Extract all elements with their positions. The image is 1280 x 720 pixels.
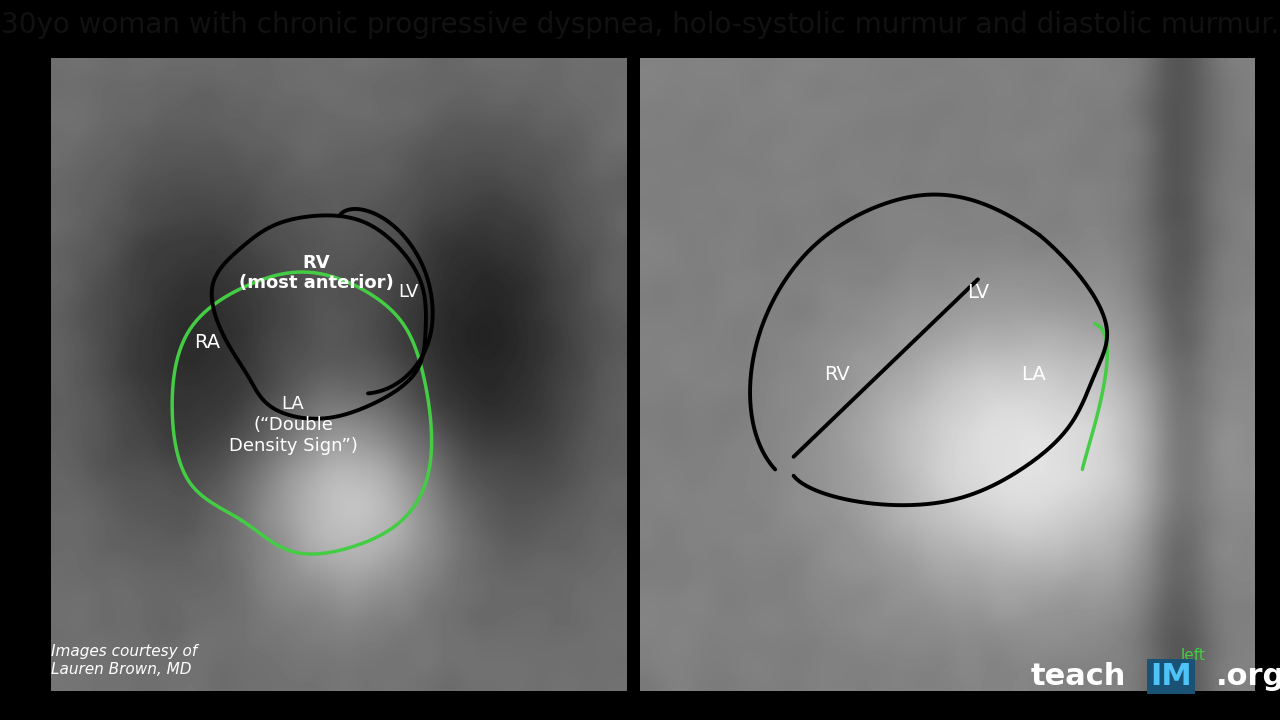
Text: left: left [1180,647,1206,662]
Text: IM: IM [1151,662,1192,691]
Text: RV
(most anterior): RV (most anterior) [239,253,393,292]
Text: .org: .org [1216,662,1280,691]
Text: LA
(“Double
Density Sign”): LA (“Double Density Sign”) [229,395,357,455]
Text: LV: LV [398,283,419,301]
Text: 30yo woman with chronic progressive dyspnea, holo-systolic murmur and diastolic : 30yo woman with chronic progressive dysp… [1,12,1279,39]
Text: LV: LV [966,282,989,302]
Text: Images courtesy of
Lauren Brown, MD: Images courtesy of Lauren Brown, MD [51,644,197,677]
Text: LA: LA [1021,365,1046,384]
Text: RV: RV [824,365,850,384]
Text: RA: RA [193,333,220,352]
Text: teach: teach [1030,662,1126,691]
